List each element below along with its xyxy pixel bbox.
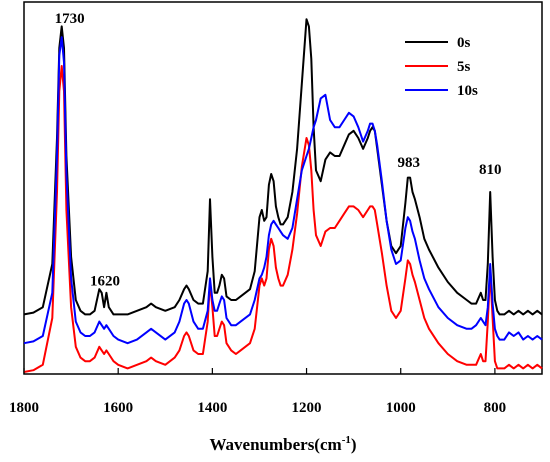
- x-axis-ticks: 1800 1600 1400 1200 1000 800: [9, 368, 506, 416]
- legend-label-10s: 10s: [457, 83, 478, 99]
- legend: 0s 5s 10s: [405, 35, 478, 99]
- series-layer: [23, 18, 543, 373]
- peak-label-1620: 1620: [90, 274, 120, 290]
- plot-frame: [23, 1, 543, 375]
- x-tick-label: 800: [484, 400, 507, 416]
- x-axis-title: Wavenumbers(cm-1): [209, 434, 356, 454]
- peak-label-1730: 1730: [55, 11, 85, 27]
- legend-label-5s: 5s: [457, 59, 471, 75]
- x-tick-label: 1000: [386, 400, 416, 416]
- legend-label-0s: 0s: [457, 35, 471, 51]
- x-tick-label: 1600: [103, 400, 133, 416]
- peak-label-983: 983: [397, 155, 420, 171]
- x-tick-label: 1200: [292, 400, 322, 416]
- x-axis-title-end: ): [351, 435, 357, 454]
- x-tick-label: 1800: [9, 400, 39, 416]
- x-axis-title-main: Wavenumbers(cm: [209, 435, 341, 454]
- peak-label-810: 810: [479, 162, 502, 178]
- series-line-0s: [23, 18, 543, 316]
- series-line-5s: [23, 65, 543, 373]
- annotations: 1730 1620 983 810: [55, 11, 502, 290]
- series-line-10s: [23, 36, 543, 345]
- x-axis-title-superscript: -1: [342, 434, 351, 446]
- x-tick-label: 1400: [197, 400, 227, 416]
